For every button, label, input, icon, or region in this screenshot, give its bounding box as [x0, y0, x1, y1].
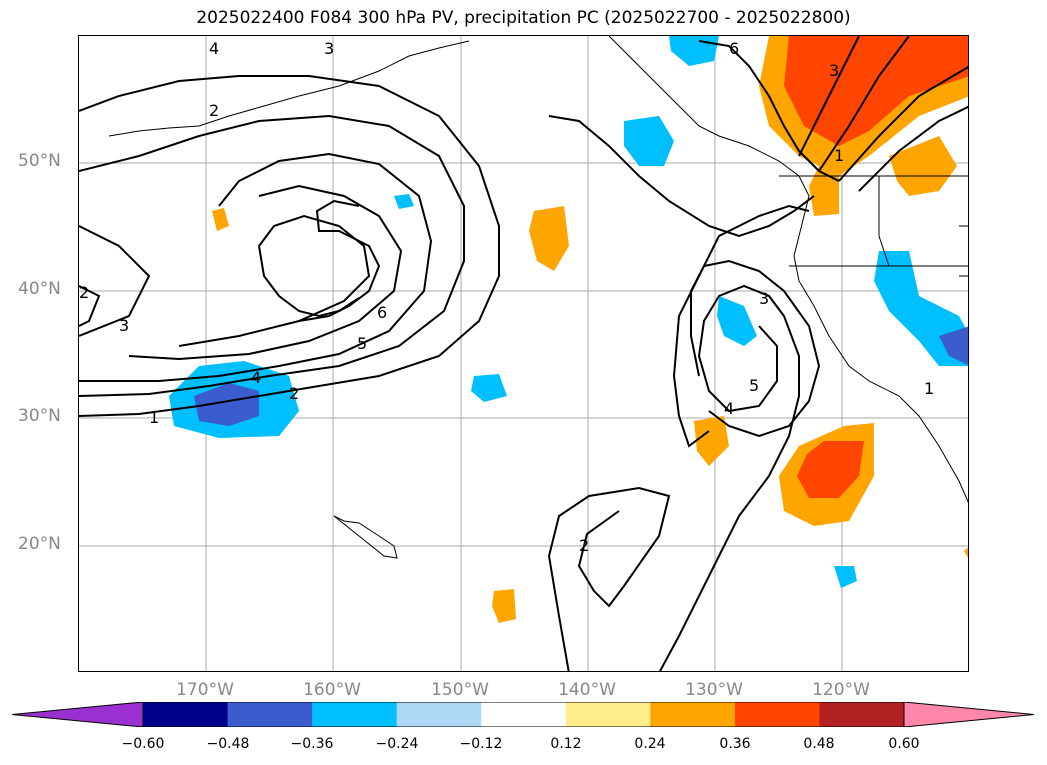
colorbar-segment [650, 702, 736, 727]
contour-label: 3 [829, 61, 839, 80]
colorbar-tick: 0.36 [719, 736, 751, 752]
colorbar-segment [143, 702, 229, 727]
colorbar-segment [312, 702, 398, 727]
lon-label-170w: 170°W [176, 680, 234, 700]
contour-label: 1 [834, 146, 844, 165]
colorbar-segment [481, 702, 567, 727]
contour-label: 5 [749, 376, 759, 395]
colorbar-tick: 0.12 [550, 736, 582, 752]
colorbar-tick: 0.24 [634, 736, 666, 752]
colorbar-segment [904, 702, 1034, 727]
colorbar-tick: −0.24 [375, 736, 419, 752]
colorbar-segment [12, 702, 143, 727]
contour-label: 4 [251, 368, 261, 387]
colorbar-tick: 0.60 [888, 736, 920, 752]
colorbar-segment [819, 702, 905, 727]
colorbar-tick: −0.48 [206, 736, 250, 752]
colorbar-tick: −0.12 [459, 736, 503, 752]
contour-label: 4 [209, 39, 219, 58]
contour-label: 3 [759, 289, 769, 308]
contour-label: 3 [324, 39, 334, 58]
contour-label: 1 [149, 408, 159, 427]
contour-label: 6 [377, 303, 387, 322]
lat-label-30n: 30°N [18, 406, 61, 426]
contour-label: 2 [209, 101, 219, 120]
colorbar-tick: −0.36 [290, 736, 334, 752]
lon-label-160w: 160°W [303, 680, 361, 700]
colorbar-tick: 0.48 [803, 736, 835, 752]
map-panel: 4 3 2 6 2 3 6 5 4 2 1 3 4 5 2 3 1 1 [78, 35, 969, 672]
lat-label-40n: 40°N [18, 279, 61, 299]
map-canvas: 4 3 2 6 2 3 6 5 4 2 1 3 4 5 2 3 1 1 [79, 36, 968, 671]
contour-labels: 4 3 2 6 2 3 6 5 4 2 1 3 4 5 2 3 1 1 [79, 39, 934, 555]
contour-label: 6 [729, 39, 739, 58]
colorbar-tick: −0.60 [121, 736, 165, 752]
contour-label: 2 [79, 283, 89, 302]
colorbar-segment [734, 702, 820, 727]
lon-label-150w: 150°W [431, 680, 489, 700]
colorbar-segment [227, 702, 313, 727]
colorbar [12, 702, 1034, 727]
precip-shading [169, 36, 968, 623]
contour-label: 5 [357, 334, 367, 353]
lon-label-120w: 120°W [812, 680, 870, 700]
map-title: 2025022400 F084 300 hPa PV, precipitatio… [196, 8, 851, 28]
colorbar-segment [396, 702, 482, 727]
colorbar-segment [565, 702, 651, 727]
contour-label: 2 [579, 536, 589, 555]
contour-label: 3 [119, 316, 129, 335]
pv-contours [79, 36, 968, 671]
lon-label-140w: 140°W [558, 680, 616, 700]
contour-label: 1 [924, 379, 934, 398]
lat-label-20n: 20°N [18, 534, 61, 554]
lat-label-50n: 50°N [18, 151, 61, 171]
contour-label: 4 [724, 399, 734, 418]
lon-label-130w: 130°W [685, 680, 743, 700]
colorbar-segments [12, 702, 1034, 727]
contour-label: 2 [289, 384, 299, 403]
